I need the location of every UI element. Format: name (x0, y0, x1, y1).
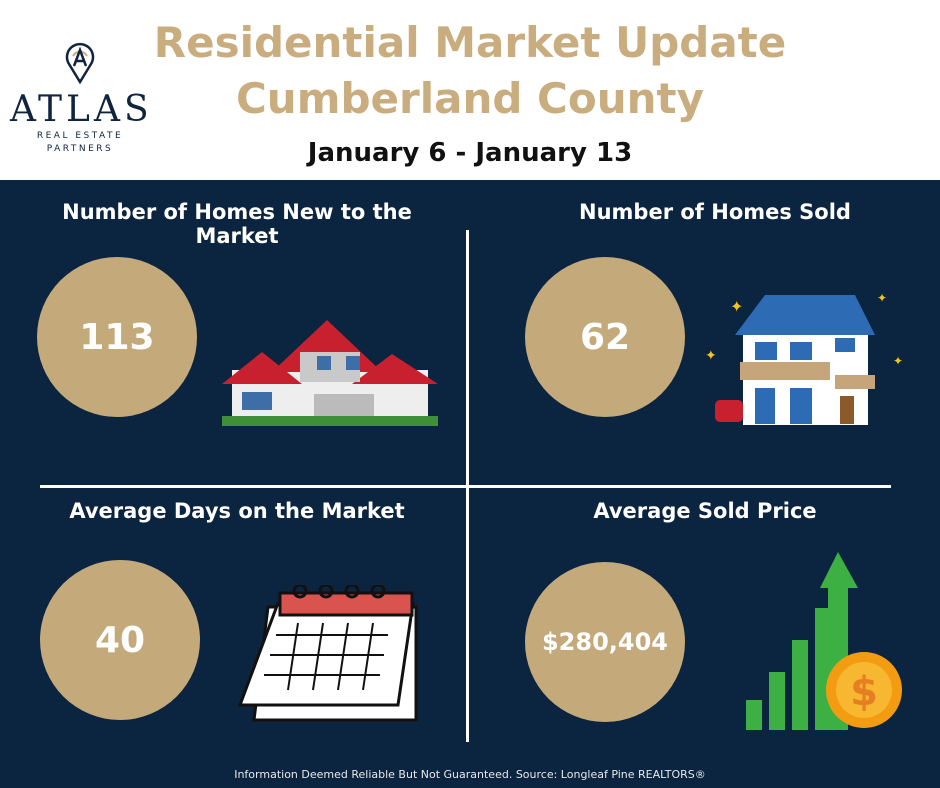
horizontal-divider (40, 485, 891, 488)
sold-house-icon: ✦ ✦ ✦ ✦ (705, 291, 903, 425)
days-on-market-label: Average Days on the Market (69, 499, 405, 523)
logo-subtitle-2: PARTNERS (46, 144, 114, 154)
header: ATLAS REAL ESTATE PARTNERS Residential M… (0, 0, 940, 180)
new-listings-value: 113 (37, 257, 197, 417)
homes-sold-label: Number of Homes Sold (579, 200, 851, 224)
days-on-market-value: 40 (40, 560, 200, 720)
svg-text:$: $ (850, 669, 878, 715)
logo-wordmark: ATLAS (10, 89, 153, 130)
page-title: Residential Market Update (153, 18, 787, 67)
page-subtitle: Cumberland County (235, 74, 704, 123)
avg-price-value: $280,404 (525, 562, 685, 722)
svg-text:✦: ✦ (730, 297, 743, 316)
new-listings-label: Number of Homes New to the Market (62, 200, 412, 248)
svg-text:✦: ✦ (705, 348, 717, 364)
footer-disclaimer: Information Deemed Reliable But Not Guar… (234, 768, 706, 781)
svg-text:✦: ✦ (877, 291, 887, 305)
logo-subtitle-1: REAL ESTATE (36, 131, 124, 141)
avg-price-label: Average Sold Price (593, 499, 817, 523)
homes-sold-value: 62 (525, 257, 685, 417)
calendar-icon (238, 585, 418, 722)
location-pin-icon (65, 42, 95, 85)
price-growth-chart-icon: $ (746, 552, 902, 730)
svg-text:✦: ✦ (893, 354, 903, 368)
house-icon (222, 320, 438, 426)
atlas-logo: ATLAS REAL ESTATE PARTNERS (10, 38, 153, 154)
date-range: January 6 - January 13 (307, 138, 633, 168)
